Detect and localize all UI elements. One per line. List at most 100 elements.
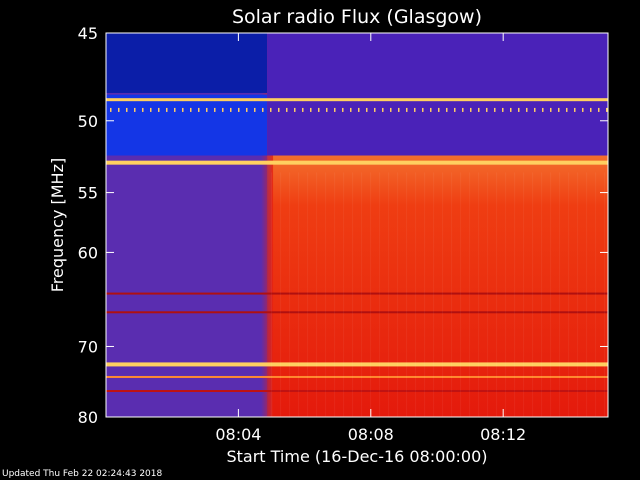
band-marker [134,107,136,112]
texture-line [343,172,345,417]
texture-line [478,172,480,417]
texture-line [370,172,372,417]
band-marker [246,107,248,112]
band-marker [422,107,424,112]
band-marker [358,107,360,112]
texture-line [334,172,336,417]
band-marker [558,107,560,112]
band-marker [310,107,312,112]
band-marker [566,107,568,112]
band-marker [462,107,464,112]
interference-band [106,98,608,102]
texture-line [406,172,408,417]
band-marker [110,107,112,112]
interference-band [106,390,608,393]
band-marker [454,107,456,112]
update-timestamp: Updated Thu Feb 22 02:24:43 2018 [2,469,163,479]
band-marker [334,107,336,112]
interference-band [106,292,608,295]
band-marker [142,107,144,112]
texture-line [541,172,543,417]
band-marker [534,107,536,112]
y-tick-label: 55 [78,184,98,203]
texture-line [568,172,570,417]
band-marker [494,107,496,112]
band-marker [526,107,528,112]
cold-band [267,33,608,156]
band-marker [182,107,184,112]
chart-title: Solar radio Flux (Glasgow) [232,6,482,28]
plot-frame [105,32,609,418]
texture-line [352,172,354,417]
y-tick-label: 80 [78,408,98,427]
interference-band [106,160,608,165]
band-marker [126,107,128,112]
band-marker [398,107,400,112]
band-marker [326,107,328,112]
interference-band [106,362,608,367]
band-marker [430,107,432,112]
texture-line [604,172,606,417]
interference-band [106,311,608,314]
band-marker [342,107,344,112]
band-marker [206,107,208,112]
band-marker [238,107,240,112]
texture-line [577,172,579,417]
x-tick-label: 08:04 [215,425,261,444]
x-tick-label: 08:12 [480,425,526,444]
x-axis: 08:04 08:08 08:12 [215,33,526,444]
band-marker [350,107,352,112]
band-marker [158,107,160,112]
band-marker [598,107,600,112]
texture-line [496,172,498,417]
band-marker [542,107,544,112]
texture-line [289,172,291,417]
band-marker [382,107,384,112]
texture-line [514,172,516,417]
texture-line [523,172,525,417]
texture-line [451,172,453,417]
band-marker [478,107,480,112]
texture-line [442,172,444,417]
band-marker [486,107,488,112]
spectrogram-image [106,33,608,417]
band-marker [222,107,224,112]
band-marker [470,107,472,112]
texture-line [397,172,399,417]
y-tick-label: 45 [78,24,98,43]
texture-line [361,172,363,417]
texture-line [298,172,300,417]
band-marker [318,107,320,112]
texture-line [316,172,318,417]
band-marker [190,107,192,112]
band-marker [198,107,200,112]
band-marker [374,107,376,112]
texture-line [325,172,327,417]
texture-line [271,172,273,417]
band-marker [166,107,168,112]
texture-line [424,172,426,417]
band-marker [574,107,576,112]
texture-line [307,172,309,417]
band-marker [262,107,264,112]
x-axis-label: Start Time (16-Dec-16 08:00:00) [226,447,487,466]
texture-line [532,172,534,417]
band-marker [390,107,392,112]
texture-line [469,172,471,417]
texture-line [595,172,597,417]
band-marker [550,107,552,112]
texture-line [586,172,588,417]
texture-line [415,172,417,417]
band-marker [118,107,120,112]
texture-line [280,172,282,417]
texture-line [505,172,507,417]
band-marker [214,107,216,112]
band-marker [366,107,368,112]
band-marker [406,107,408,112]
band-marker [518,107,520,112]
texture-line [559,172,561,417]
texture-line [379,172,381,417]
band-marker [502,107,504,112]
texture-line [388,172,390,417]
